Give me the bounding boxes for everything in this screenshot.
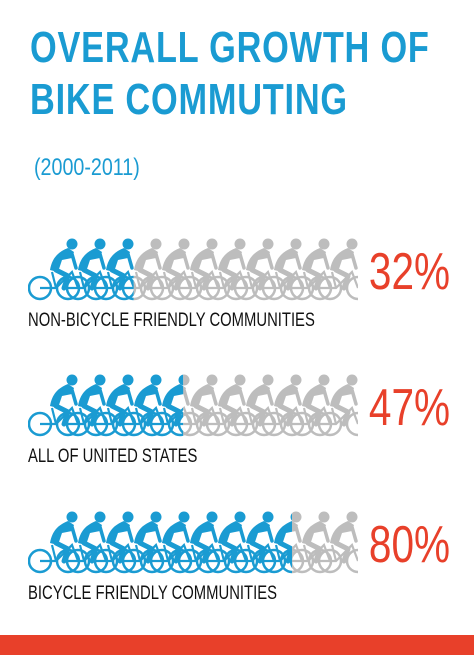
bar-riders-row-1 bbox=[28, 238, 358, 301]
bar-riders-row-2 bbox=[28, 374, 358, 437]
cyclist-icon bbox=[83, 374, 147, 437]
cyclist-icon bbox=[183, 374, 203, 437]
cyclist-icon bbox=[292, 511, 315, 574]
cyclist-icon bbox=[28, 238, 91, 301]
cyclist-icon bbox=[195, 511, 259, 574]
bar-fill-blue-part bbox=[28, 511, 292, 574]
cyclist-icon bbox=[292, 511, 343, 574]
cyclist-icon bbox=[133, 267, 147, 301]
bar-fill-gray-part bbox=[133, 238, 358, 301]
value-label: 32% bbox=[368, 243, 450, 301]
category-label: NON-BICYCLE FRIENDLY COMMUNITIES bbox=[28, 310, 315, 331]
cyclist-icon bbox=[139, 511, 203, 574]
cyclist-icon bbox=[133, 238, 175, 301]
bar-riders-row-3 bbox=[28, 511, 358, 574]
cyclist-icon bbox=[139, 238, 203, 301]
bar-row-non-bicycle-friendly: 32% NON-BICYCLE FRIENDLY COMMUNITIES bbox=[0, 232, 474, 342]
footer-bar bbox=[0, 635, 474, 655]
value-label: 80% bbox=[368, 516, 450, 574]
bar-fill-gray-part bbox=[183, 374, 358, 437]
category-label: BICYCLE FRIENDLY COMMUNITIES bbox=[28, 583, 277, 604]
cyclist-icon bbox=[223, 238, 287, 301]
cyclist-icon bbox=[55, 374, 119, 437]
bar-fill-blue-part bbox=[28, 374, 184, 437]
cyclist-icon bbox=[251, 238, 315, 301]
cyclist-icon bbox=[167, 511, 231, 574]
bar-row-all-united-states: 47% ALL OF UNITED STATES bbox=[0, 368, 474, 478]
cyclist-icon bbox=[28, 374, 91, 437]
cyclist-icon bbox=[307, 238, 358, 301]
cyclist-icon bbox=[83, 511, 147, 574]
chart-subtitle: (2000-2011) bbox=[34, 154, 140, 181]
bar-row-bicycle-friendly: 80% BICYCLE FRIENDLY COMMUNITIES bbox=[0, 505, 474, 615]
cyclist-icon bbox=[183, 374, 231, 437]
title-line-2: BIKE COMMUTING bbox=[30, 75, 348, 124]
cyclist-icon bbox=[307, 374, 358, 437]
cyclist-icon bbox=[83, 238, 134, 301]
chart-title: OVERALL GROWTH OF BIKE COMMUTING bbox=[30, 22, 430, 126]
cyclist-icon bbox=[307, 511, 358, 574]
bar-fill-blue-part bbox=[28, 238, 134, 301]
category-label: ALL OF UNITED STATES bbox=[28, 446, 198, 467]
cyclist-icon bbox=[28, 511, 91, 574]
title-line-1: OVERALL GROWTH OF bbox=[30, 23, 430, 72]
cyclist-icon bbox=[279, 238, 343, 301]
bar-fill-gray-part bbox=[292, 511, 358, 574]
value-label: 47% bbox=[368, 379, 450, 437]
cyclist-icon bbox=[223, 511, 287, 574]
cyclist-icon bbox=[195, 374, 259, 437]
